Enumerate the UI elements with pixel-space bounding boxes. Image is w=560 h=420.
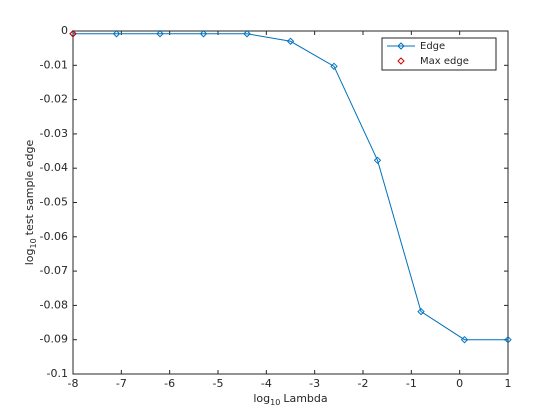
x-axis-label-sub: 10 xyxy=(270,398,280,407)
data-point xyxy=(69,30,77,38)
x-tick-label: -7 xyxy=(116,377,127,390)
legend-label: Max edge xyxy=(420,56,469,67)
y-tick-label: -0.01 xyxy=(40,58,68,71)
y-tick-label: -0.05 xyxy=(40,196,68,209)
y-axis-label: log10 test sample edge xyxy=(23,139,38,265)
legend-label: Edge xyxy=(420,41,445,52)
x-tick-label: 0 xyxy=(456,377,463,390)
x-axis-label-rest: Lambda xyxy=(283,392,327,405)
x-axis-label-base: log xyxy=(253,392,270,405)
x-tick-label: -5 xyxy=(213,377,224,390)
data-point xyxy=(373,156,382,165)
y-tick-label: -0.1 xyxy=(47,367,68,380)
y-axis-label-rest: test sample edge xyxy=(23,139,36,235)
axes-box xyxy=(72,30,509,375)
legend-marker xyxy=(397,57,405,65)
legend-marker xyxy=(397,42,405,50)
data-point xyxy=(460,335,469,344)
data-point xyxy=(330,62,338,71)
y-tick-label: -0.02 xyxy=(40,93,68,106)
x-tick-label: -6 xyxy=(164,377,175,390)
y-tick-label: -0.08 xyxy=(40,298,68,311)
y-tick-label: 0 xyxy=(61,24,68,37)
x-tick-label: 1 xyxy=(505,377,512,390)
y-tick-label: -0.06 xyxy=(40,230,68,243)
x-tick-label: -1 xyxy=(406,377,417,390)
plot-area xyxy=(73,31,508,374)
x-tick-label: -8 xyxy=(68,377,79,390)
data-point xyxy=(156,30,164,38)
x-axis-label: log10 Lambda xyxy=(253,392,327,407)
data-point xyxy=(504,335,512,344)
x-tick-label: -4 xyxy=(261,377,272,390)
data-point xyxy=(417,307,425,316)
data-point xyxy=(199,30,208,38)
y-tick-label: -0.09 xyxy=(40,333,68,346)
x-tick-label: -2 xyxy=(358,377,369,390)
x-tick-label: -3 xyxy=(309,377,320,390)
data-point xyxy=(243,30,251,38)
data-point xyxy=(112,30,121,38)
y-axis-label-base: log xyxy=(23,249,36,266)
y-tick-label: -0.04 xyxy=(40,161,68,174)
y-tick-label: -0.07 xyxy=(40,264,68,277)
y-axis-label-sub: 10 xyxy=(29,238,38,248)
y-tick-label: -0.03 xyxy=(40,127,68,140)
data-point xyxy=(286,37,295,45)
series-line xyxy=(73,33,508,341)
